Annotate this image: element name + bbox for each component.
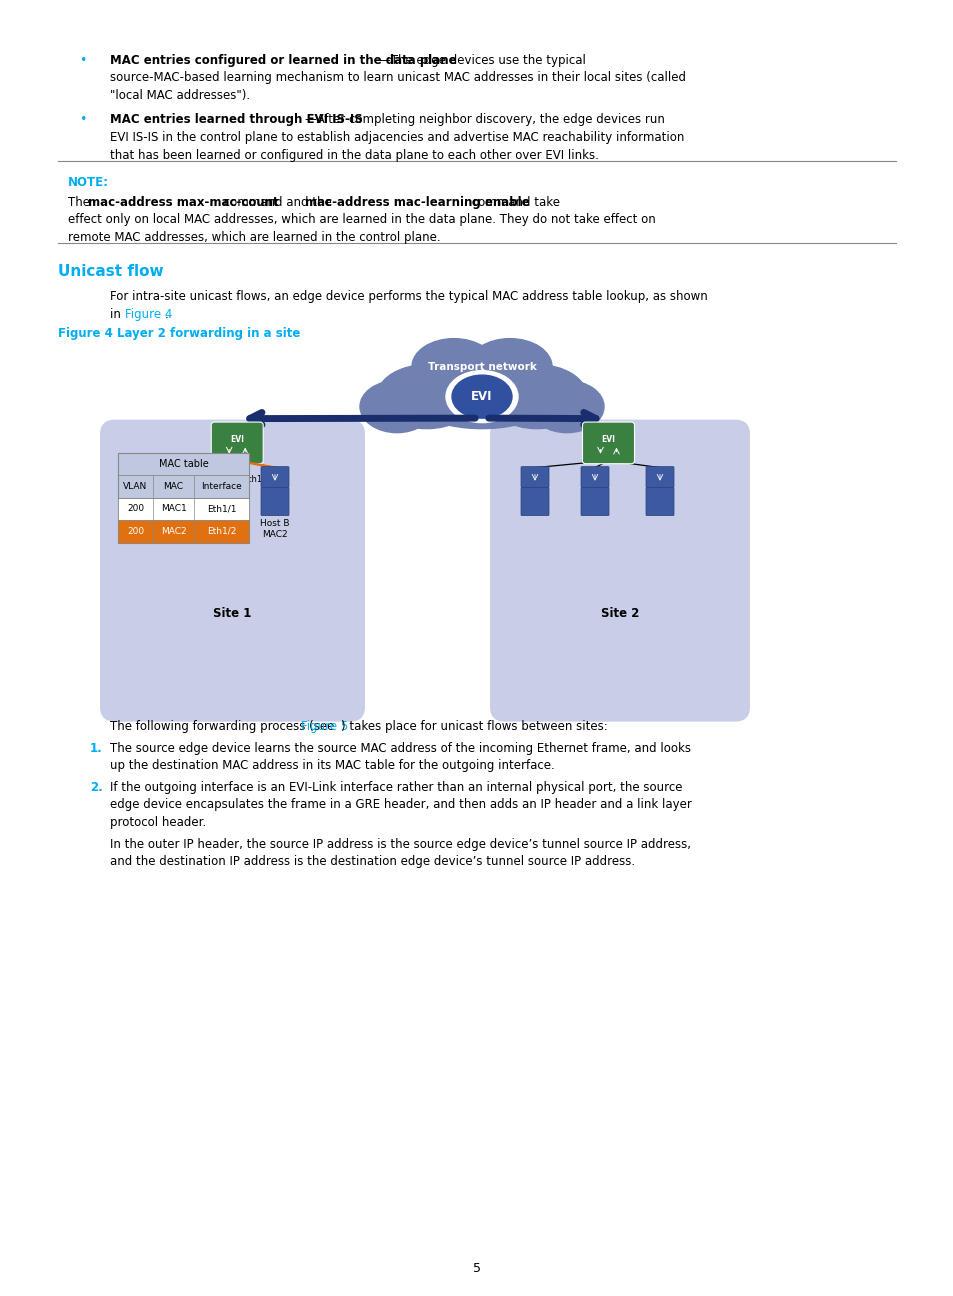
FancyBboxPatch shape	[132, 467, 161, 487]
Text: effect only on local MAC addresses, which are learned in the data plane. They do: effect only on local MAC addresses, whic…	[68, 214, 655, 227]
Text: VLAN: VLAN	[123, 482, 148, 491]
FancyBboxPatch shape	[645, 487, 673, 516]
FancyBboxPatch shape	[520, 487, 548, 516]
Text: Figure 4: Figure 4	[125, 307, 172, 320]
Ellipse shape	[530, 381, 603, 433]
Text: up the destination MAC address in its MAC table for the outgoing interface.: up the destination MAC address in its MA…	[110, 759, 554, 772]
Text: The: The	[68, 196, 93, 209]
Text: MAC2: MAC2	[160, 527, 186, 535]
FancyBboxPatch shape	[211, 422, 263, 464]
Text: 1.: 1.	[90, 741, 103, 754]
Text: MAC: MAC	[163, 482, 183, 491]
Text: Figure 5: Figure 5	[300, 719, 348, 732]
Text: 200: 200	[127, 527, 144, 535]
FancyBboxPatch shape	[261, 487, 289, 516]
Text: Site 1: Site 1	[213, 607, 252, 619]
FancyBboxPatch shape	[118, 452, 249, 543]
Text: 2.: 2.	[90, 781, 103, 794]
Text: edge device encapsulates the frame in a GRE header, and then adds an IP header a: edge device encapsulates the frame in a …	[110, 798, 691, 811]
Text: In the outer IP header, the source IP address is the source edge device’s tunnel: In the outer IP header, the source IP ad…	[110, 837, 690, 850]
Text: protocol header.: protocol header.	[110, 816, 206, 829]
Text: Unicast flow: Unicast flow	[58, 264, 164, 279]
Text: mac-address mac-learning enable: mac-address mac-learning enable	[305, 196, 529, 209]
Text: •: •	[79, 114, 87, 127]
FancyBboxPatch shape	[118, 520, 249, 543]
Text: Eth1/1: Eth1/1	[185, 474, 213, 483]
Text: MAC1: MAC1	[160, 504, 186, 513]
Text: EVI: EVI	[601, 435, 615, 445]
Text: Interface: Interface	[201, 482, 242, 491]
FancyBboxPatch shape	[582, 422, 634, 464]
Text: EVI: EVI	[230, 435, 244, 445]
Text: MAC entries learned through EVI IS-IS: MAC entries learned through EVI IS-IS	[110, 114, 362, 127]
Text: 200: 200	[127, 504, 144, 513]
Text: Host A
MAC1: Host A MAC1	[132, 518, 162, 539]
Ellipse shape	[468, 338, 552, 394]
Text: The source edge device learns the source MAC address of the incoming Ethernet fr: The source edge device learns the source…	[110, 741, 690, 754]
Text: Eth1/1: Eth1/1	[207, 504, 236, 513]
Text: command take: command take	[468, 196, 559, 209]
FancyBboxPatch shape	[118, 498, 249, 520]
Text: 5: 5	[473, 1261, 480, 1274]
Text: For intra-site unicast flows, an edge device performs the typical MAC address ta: For intra-site unicast flows, an edge de…	[110, 290, 707, 303]
Text: MAC entries configured or learned in the data plane: MAC entries configured or learned in the…	[110, 54, 456, 67]
Text: that has been learned or configured in the data plane to each other over EVI lin: that has been learned or configured in t…	[110, 149, 598, 162]
FancyBboxPatch shape	[580, 467, 608, 487]
Text: Eth1/2: Eth1/2	[243, 474, 270, 483]
FancyBboxPatch shape	[645, 467, 673, 487]
Text: ) takes place for unicast flows between sites:: ) takes place for unicast flows between …	[340, 719, 607, 732]
Text: •: •	[79, 54, 87, 67]
FancyBboxPatch shape	[261, 467, 289, 487]
Text: EVI IS-IS in the control plane to establish adjacencies and advertise MAC reacha: EVI IS-IS in the control plane to establ…	[110, 131, 683, 144]
FancyBboxPatch shape	[490, 420, 749, 722]
Ellipse shape	[399, 349, 563, 429]
Text: .: .	[165, 307, 169, 320]
Text: If the outgoing interface is an EVI-Link interface rather than an internal physi: If the outgoing interface is an EVI-Link…	[110, 781, 681, 794]
Text: Site 2: Site 2	[600, 607, 639, 619]
Text: —After completing neighbor discovery, the edge devices run: —After completing neighbor discovery, th…	[305, 114, 664, 127]
Text: Eth1/2: Eth1/2	[207, 527, 236, 535]
Ellipse shape	[376, 364, 476, 429]
Text: in: in	[110, 307, 125, 320]
Ellipse shape	[412, 338, 496, 394]
Text: Host B
MAC2: Host B MAC2	[260, 518, 290, 539]
FancyBboxPatch shape	[580, 487, 608, 516]
FancyBboxPatch shape	[195, 487, 224, 516]
Ellipse shape	[486, 364, 586, 429]
Text: mac-address max-mac-count: mac-address max-mac-count	[88, 196, 278, 209]
Text: command and the: command and the	[219, 196, 335, 209]
Text: remote MAC addresses, which are learned in the control plane.: remote MAC addresses, which are learned …	[68, 231, 440, 244]
Text: source-MAC-based learning mechanism to learn unicast MAC addresses in their loca: source-MAC-based learning mechanism to l…	[110, 71, 685, 84]
Text: The following forwarding process (see: The following forwarding process (see	[110, 719, 337, 732]
FancyBboxPatch shape	[132, 487, 161, 516]
Text: NOTE:: NOTE:	[68, 176, 109, 189]
Text: —The edge devices use the typical: —The edge devices use the typical	[378, 54, 585, 67]
Ellipse shape	[446, 371, 517, 422]
FancyBboxPatch shape	[520, 467, 548, 487]
Text: Transport network: Transport network	[427, 362, 536, 372]
Text: and the destination IP address is the destination edge device’s tunnel source IP: and the destination IP address is the de…	[110, 855, 635, 868]
Text: EVI: EVI	[471, 390, 493, 403]
Text: "local MAC addresses").: "local MAC addresses").	[110, 89, 250, 102]
Text: Figure 4 Layer 2 forwarding in a site: Figure 4 Layer 2 forwarding in a site	[58, 327, 300, 340]
Ellipse shape	[359, 381, 434, 433]
Ellipse shape	[452, 375, 512, 419]
FancyBboxPatch shape	[195, 467, 224, 487]
Text: MAC table: MAC table	[158, 459, 208, 469]
FancyBboxPatch shape	[100, 420, 365, 722]
